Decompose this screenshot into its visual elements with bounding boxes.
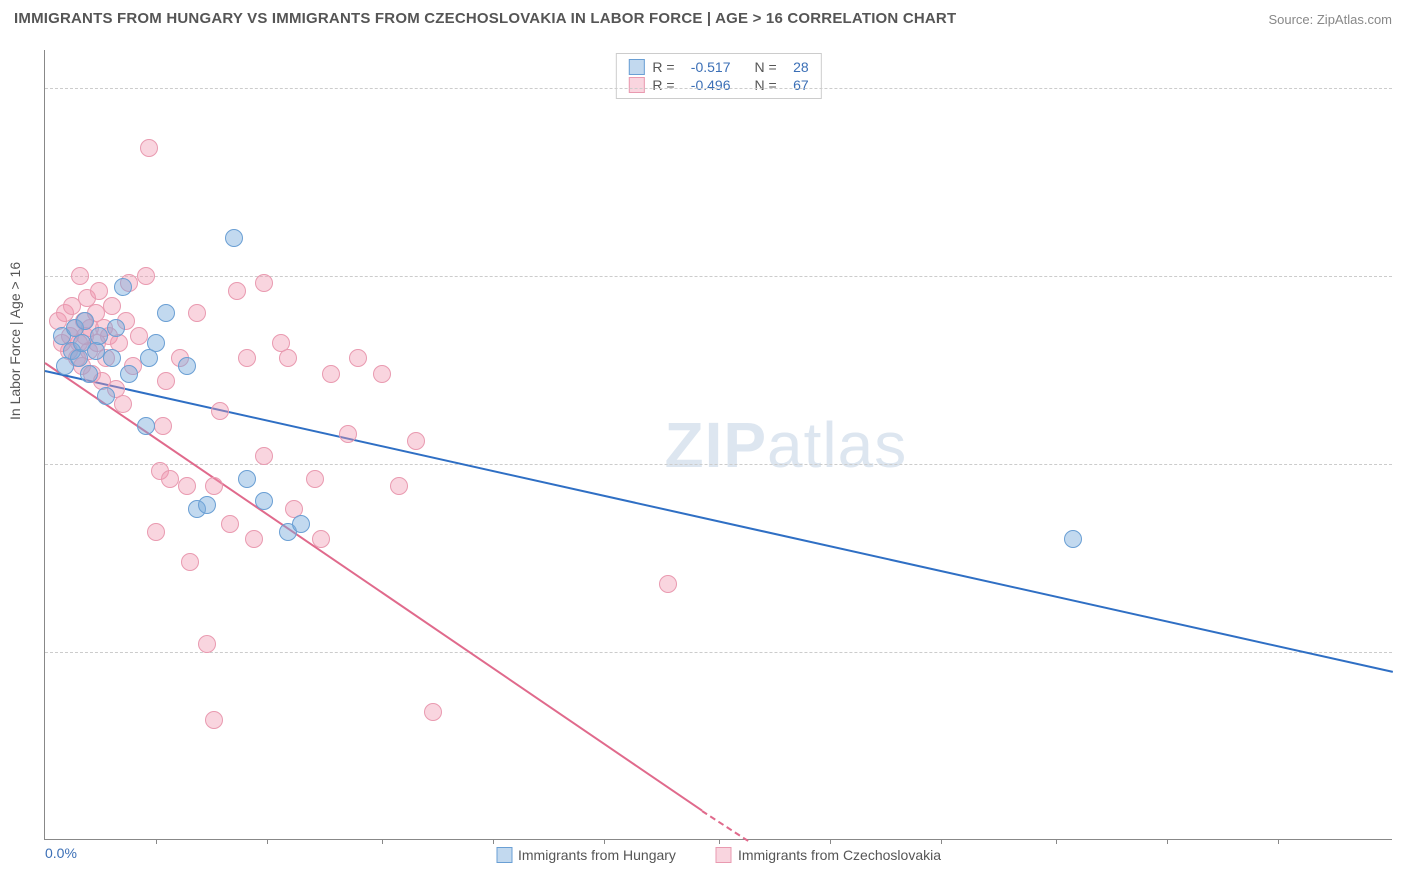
legend-label: Immigrants from Hungary	[518, 847, 676, 863]
legend-item: Immigrants from Czechoslovakia	[716, 847, 941, 863]
watermark: ZIPatlas	[664, 408, 907, 482]
scatter-plot: ZIPatlas R = -0.517 N = 28 R = -0.496 N …	[44, 50, 1392, 840]
series1-point	[90, 327, 108, 345]
series2-point	[306, 470, 324, 488]
series1-point	[157, 304, 175, 322]
series2-point	[130, 327, 148, 345]
series2-point	[137, 267, 155, 285]
series2-point	[140, 139, 158, 157]
stats-legend-box: R = -0.517 N = 28 R = -0.496 N = 67	[615, 53, 821, 99]
bottom-legend: Immigrants from Hungary Immigrants from …	[496, 847, 941, 863]
r-label: R =	[652, 59, 674, 75]
x-tickmark	[719, 839, 720, 844]
chart-title: IMMIGRANTS FROM HUNGARY VS IMMIGRANTS FR…	[14, 10, 1392, 27]
series2-point	[390, 477, 408, 495]
x-tickmark	[156, 839, 157, 844]
series1-point	[178, 357, 196, 375]
series1-point	[147, 334, 165, 352]
x-tick-label: 0.0%	[45, 845, 77, 861]
series2-point	[255, 447, 273, 465]
series2-point	[147, 523, 165, 541]
series2-point	[161, 470, 179, 488]
series2-point	[114, 395, 132, 413]
gridline	[45, 652, 1392, 653]
series2-point	[188, 304, 206, 322]
y-axis-label: In Labor Force | Age > 16	[7, 262, 23, 420]
series2-point	[238, 349, 256, 367]
series2-point	[245, 530, 263, 548]
series2-point	[154, 417, 172, 435]
n-value: 28	[785, 59, 809, 75]
series2-point	[255, 274, 273, 292]
series2-point	[424, 703, 442, 721]
x-tickmark	[382, 839, 383, 844]
series2-point	[178, 477, 196, 495]
series2-point	[157, 372, 175, 390]
series2-point	[373, 365, 391, 383]
x-tickmark	[604, 839, 605, 844]
series1-point	[120, 365, 138, 383]
gridline	[45, 88, 1392, 89]
series2-swatch	[716, 847, 732, 863]
series1-point	[80, 365, 98, 383]
x-tickmark	[493, 839, 494, 844]
series1-point	[292, 515, 310, 533]
series1-point	[238, 470, 256, 488]
series2-point	[407, 432, 425, 450]
series1-point	[114, 278, 132, 296]
series2-point	[339, 425, 357, 443]
series2-point	[228, 282, 246, 300]
x-tickmark	[941, 839, 942, 844]
series2-point	[205, 477, 223, 495]
series2-point	[221, 515, 239, 533]
series2-swatch	[628, 77, 644, 93]
series2-point	[279, 349, 297, 367]
series1-point	[255, 492, 273, 510]
series2-point	[211, 402, 229, 420]
source-label: Source: ZipAtlas.com	[1268, 12, 1392, 27]
x-tickmark	[1056, 839, 1057, 844]
n-label: N =	[755, 59, 777, 75]
series2-point	[71, 267, 89, 285]
series1-point	[107, 319, 125, 337]
stats-row: R = -0.496 N = 67	[628, 76, 808, 94]
series1-swatch	[496, 847, 512, 863]
series1-swatch	[628, 59, 644, 75]
series1-point	[1064, 530, 1082, 548]
series2-point	[349, 349, 367, 367]
series1-point	[97, 387, 115, 405]
gridline	[45, 276, 1392, 277]
legend-item: Immigrants from Hungary	[496, 847, 676, 863]
n-label: N =	[755, 77, 777, 93]
legend-label: Immigrants from Czechoslovakia	[738, 847, 941, 863]
series1-point	[76, 312, 94, 330]
r-label: R =	[652, 77, 674, 93]
series2-point	[198, 635, 216, 653]
series2-point	[322, 365, 340, 383]
series1-point	[87, 342, 105, 360]
series2-point	[659, 575, 677, 593]
series1-point	[225, 229, 243, 247]
trend-line	[702, 810, 749, 842]
series2-point	[103, 297, 121, 315]
series2-point	[90, 282, 108, 300]
r-value: -0.496	[683, 77, 731, 93]
x-tickmark	[1278, 839, 1279, 844]
series2-point	[205, 711, 223, 729]
gridline	[45, 464, 1392, 465]
series1-point	[198, 496, 216, 514]
series1-point	[137, 417, 155, 435]
x-tickmark	[1167, 839, 1168, 844]
x-tickmark	[830, 839, 831, 844]
x-tickmark	[267, 839, 268, 844]
series1-point	[103, 349, 121, 367]
trend-line	[45, 370, 1393, 673]
n-value: 67	[785, 77, 809, 93]
stats-row: R = -0.517 N = 28	[628, 58, 808, 76]
r-value: -0.517	[683, 59, 731, 75]
series2-point	[312, 530, 330, 548]
series2-point	[181, 553, 199, 571]
